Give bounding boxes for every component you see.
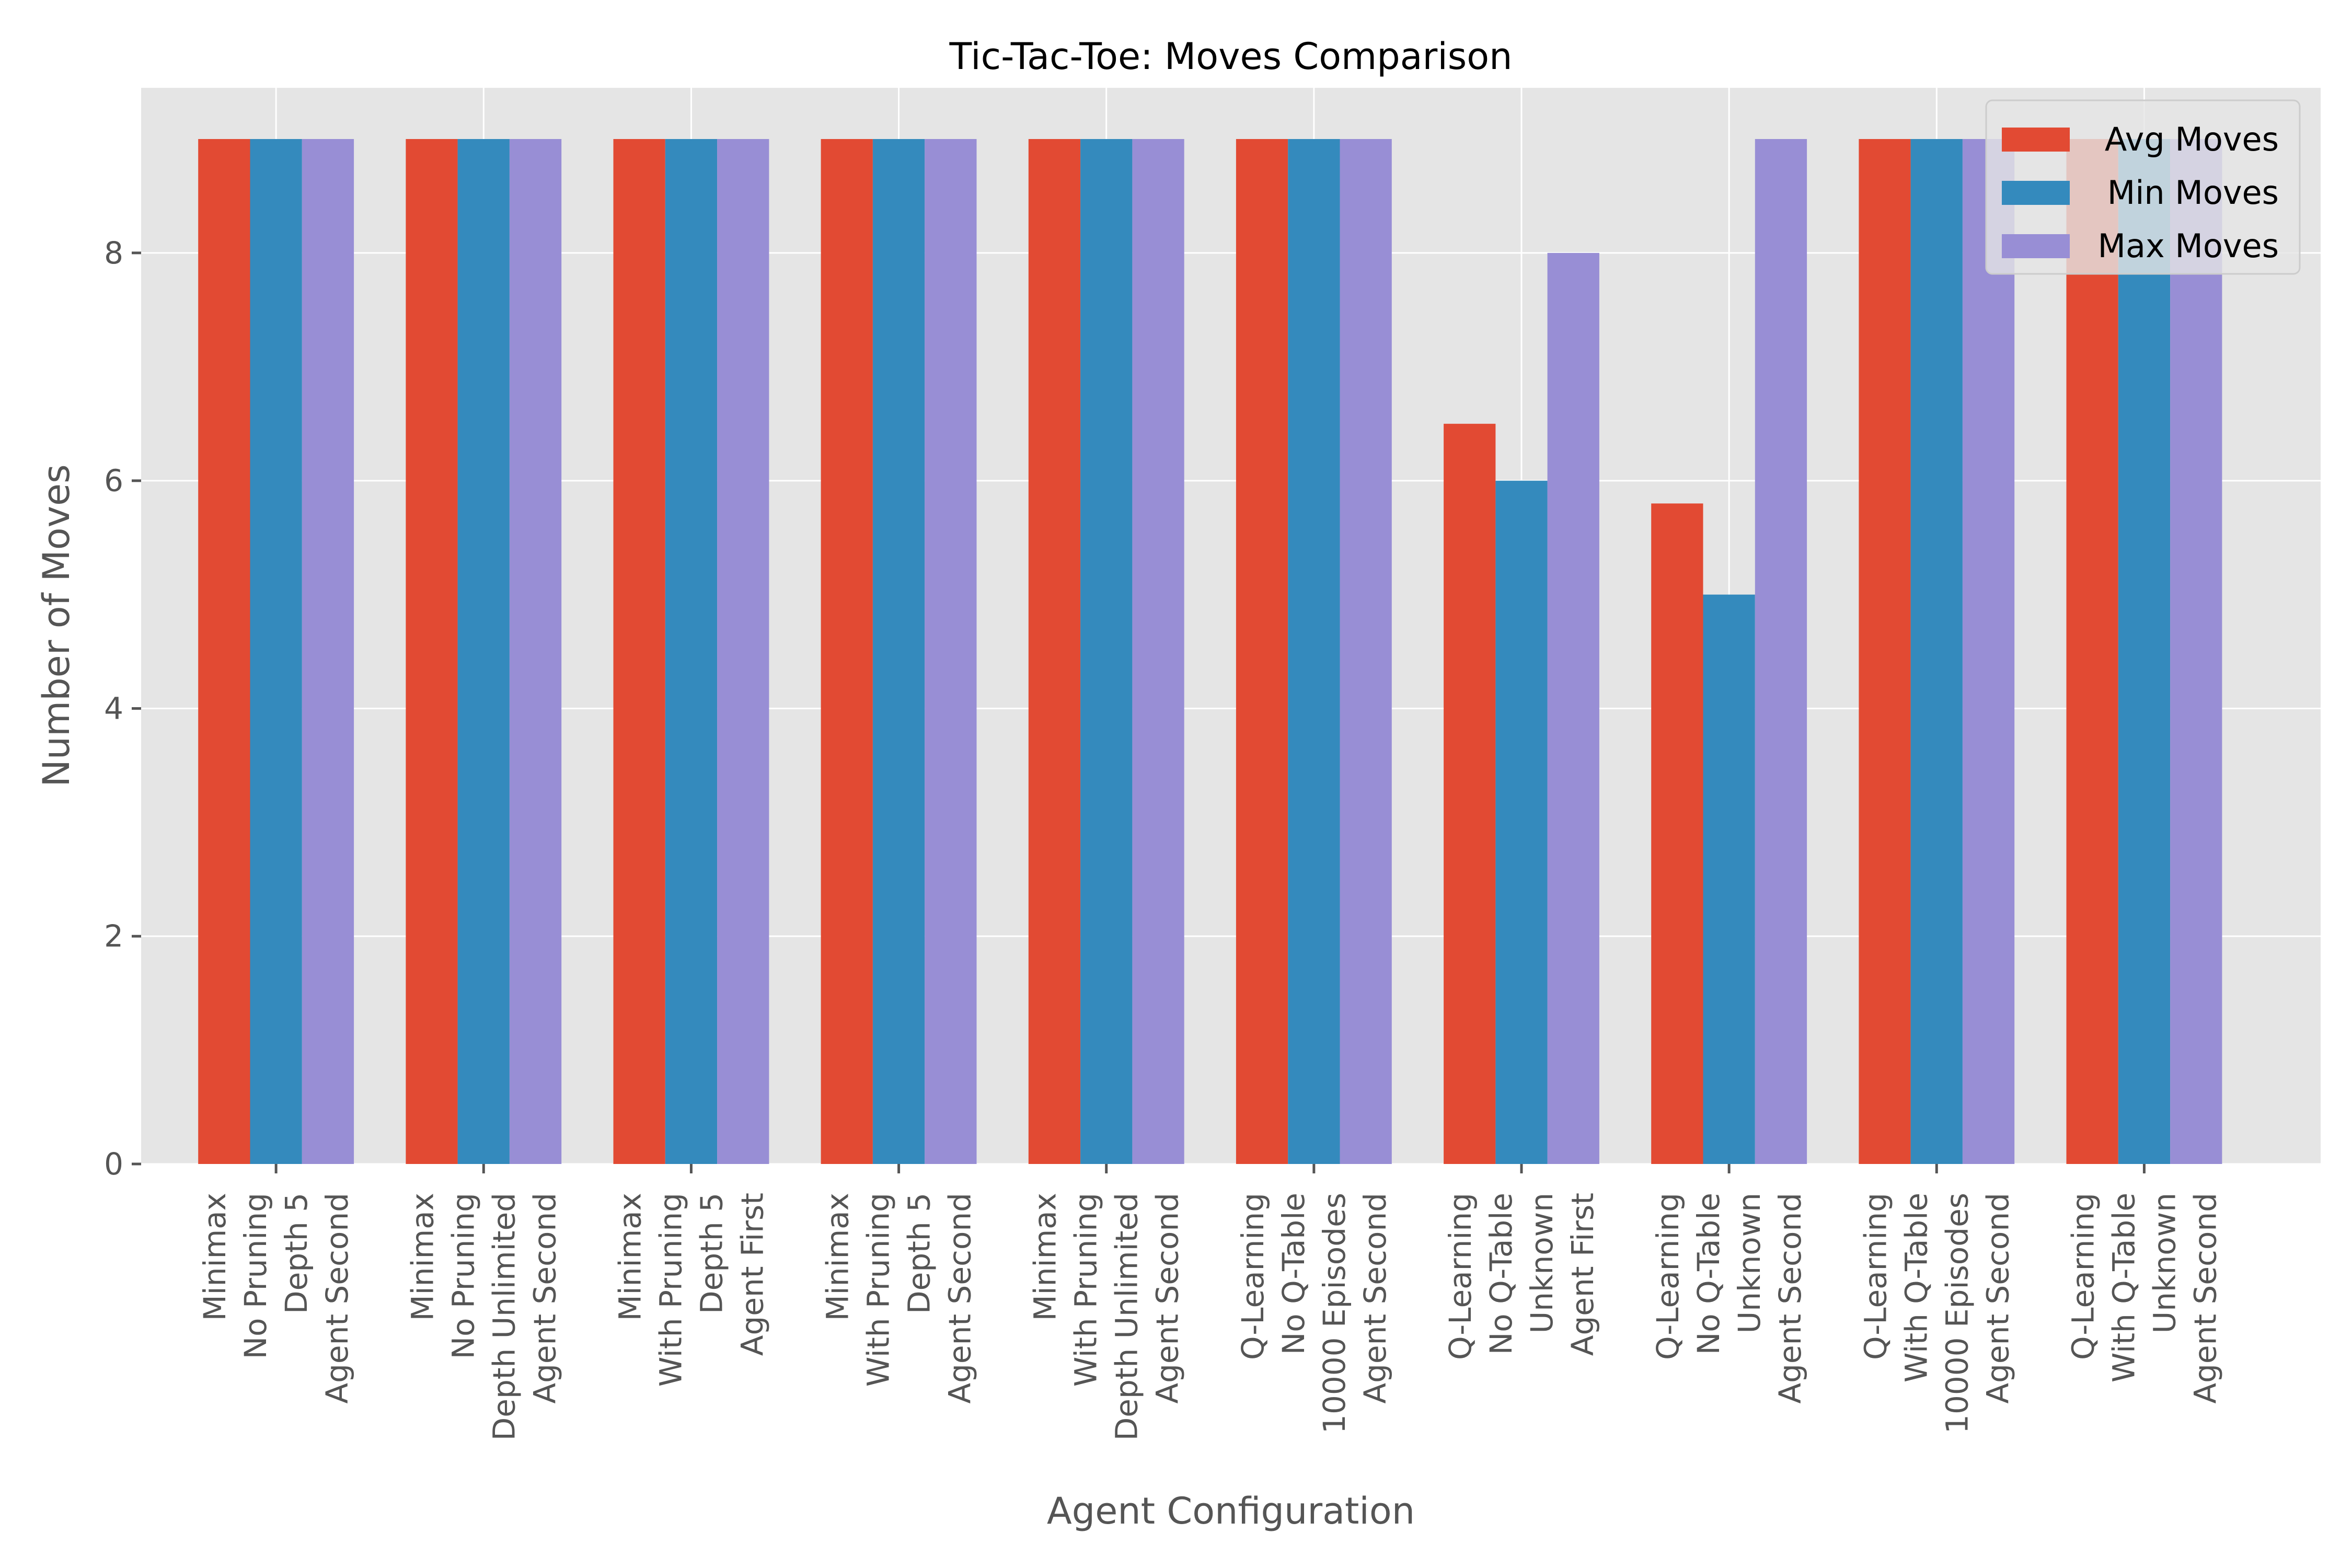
x-tick-label: Depth Unlimited [1109,1193,1145,1440]
bar-max-moves [1132,139,1184,1164]
x-tick-label: Unknown [1524,1193,1560,1333]
bar-avg-moves [406,139,458,1164]
x-tick-label: No Pruning [238,1193,273,1359]
x-tick-label: Q-Learning [1858,1193,1893,1360]
x-tick-label: Agent Second [1772,1193,1808,1404]
bar-min-moves [1703,594,1755,1164]
x-tick-label: Agent Second [1980,1193,2015,1404]
x-tick-label: No Pruning [445,1193,481,1359]
x-tick-label: Q-Learning [2065,1193,2101,1360]
bar-avg-moves [1236,139,1288,1164]
x-tick-label: Minimax [405,1193,440,1321]
x-tick-label: With Pruning [861,1193,896,1387]
legend-label: Max Moves [2098,227,2279,265]
bar-avg-moves [613,139,665,1164]
bar-max-moves [1547,252,1599,1164]
bar-max-moves [302,139,354,1164]
legend: Avg Moves Min Moves Max Moves [1985,99,2301,275]
bar-avg-moves [1028,139,1081,1164]
x-tick-label: Minimax [820,1193,856,1321]
x-tick-label: Q-Learning [1650,1193,1686,1360]
x-tick-label: Minimax [612,1193,648,1321]
bar-max-moves [1962,139,2015,1164]
x-tick-label: 10000 Episodes [1317,1193,1352,1434]
x-tick-label: No Q-Table [1483,1193,1519,1355]
x-tick-label: Unknown [1732,1193,1767,1333]
x-tick-label: No Q-Table [1276,1193,1311,1355]
x-tick-label: Depth 5 [694,1193,729,1314]
bar-avg-moves [2066,139,2118,1164]
bar-max-moves [1340,139,1392,1164]
x-tick-label: Depth 5 [902,1193,937,1314]
legend-label: Min Moves [2107,174,2279,212]
x-tick-label: With Q-Table [1898,1193,1934,1382]
x-tick-label: Agent Second [1357,1193,1393,1404]
y-tick-label: 4 [104,690,123,726]
y-tick-label: 8 [104,235,123,271]
x-tick-label: Unknown [2147,1193,2182,1333]
bar-max-moves [509,139,562,1164]
bar-avg-moves [1444,423,1496,1164]
x-tick-label: Agent Second [1150,1193,1185,1404]
x-tick-label: Agent Second [319,1193,355,1404]
y-tick-label: 2 [104,918,123,954]
x-tick-label: Agent Second [527,1193,562,1404]
bar-min-moves [872,139,925,1164]
legend-swatch [2002,128,2070,152]
x-tick-label: With Q-Table [2106,1193,2141,1382]
legend-swatch [2002,181,2070,205]
bar-avg-moves [1651,503,1703,1164]
x-tick-label: Depth Unlimited [486,1193,522,1440]
x-tick-label: Agent First [1565,1193,1600,1356]
bar-min-moves [2118,139,2171,1164]
chart-title: Tic-Tac-Toe: Moves Comparison [949,35,1513,78]
y-axis: 0 2 4 6 8 [104,235,141,1182]
legend-swatch [2002,234,2070,258]
bar-avg-moves [821,139,873,1164]
x-tick-label: With Pruning [1068,1193,1104,1387]
x-tick-label: Q-Learning [1443,1193,1478,1360]
x-tick-label: Agent Second [2187,1193,2223,1404]
bar-min-moves [1495,480,1548,1165]
bar-min-moves [250,139,302,1164]
bar-max-moves [2170,139,2222,1164]
bar-max-moves [925,139,977,1164]
legend-label: Avg Moves [2105,120,2279,158]
bar-min-moves [1288,139,1340,1164]
bar-min-moves [457,139,510,1164]
x-tick-label: Minimax [1028,1193,1063,1321]
x-tick-label: 10000 Episodes [1939,1193,1975,1434]
bar-min-moves [1080,139,1133,1164]
y-axis-label: Number of Moves [35,464,78,787]
bar-max-moves [1755,139,1807,1164]
x-axis-label: Agent Configuration [1047,1490,1415,1532]
bar-max-moves [717,139,769,1164]
x-tick-label: Depth 5 [279,1193,314,1314]
x-tick-label: Q-Learning [1235,1193,1271,1360]
x-tick-label: Agent Second [942,1193,978,1404]
x-tick-label: Minimax [197,1193,233,1321]
y-tick-label: 0 [104,1146,123,1182]
bar-avg-moves [1859,139,1911,1164]
bar-min-moves [665,139,718,1164]
bars [198,139,2222,1165]
bar-avg-moves [198,139,250,1164]
y-tick-label: 6 [104,463,123,499]
x-tick-label: Agent First [734,1193,770,1356]
bar-min-moves [1910,139,1963,1164]
x-axis: Minimax No Pruning Depth 5 Agent Second Mini… [197,1164,2223,1440]
x-tick-label: No Q-Table [1691,1193,1726,1355]
x-tick-label: With Pruning [653,1193,688,1387]
